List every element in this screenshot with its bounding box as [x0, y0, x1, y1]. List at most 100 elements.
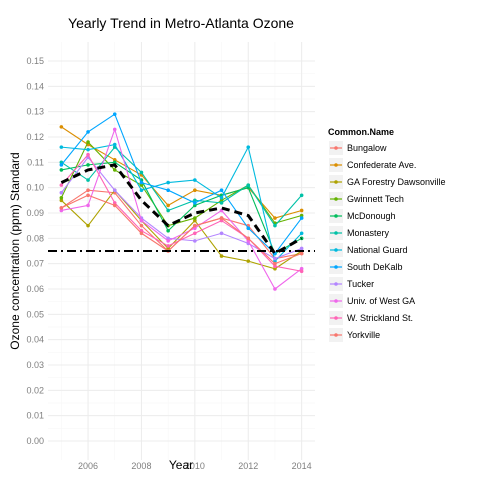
y-tick-label: 0.00	[26, 436, 44, 446]
data-point	[86, 147, 90, 152]
data-point	[112, 158, 117, 162]
data-point	[166, 244, 170, 248]
data-point	[166, 236, 170, 241]
data-point	[86, 193, 90, 198]
data-point	[299, 246, 304, 251]
data-point	[193, 178, 197, 182]
legend-label: GA Forestry Dawsonville	[347, 177, 446, 187]
data-point	[139, 188, 144, 192]
y-tick-label: 0.10	[26, 183, 44, 193]
y-tick-label: 0.08	[26, 233, 44, 243]
data-point	[273, 266, 277, 271]
data-point	[112, 203, 117, 208]
legend: Common.Name Bungalow Confederate Ave. GA F…	[328, 127, 446, 342]
y-tick-label: 0.04	[26, 335, 44, 345]
legend-key-point	[334, 282, 338, 286]
data-point	[112, 201, 117, 205]
data-point	[112, 127, 117, 132]
data-point	[59, 190, 64, 195]
data-point	[219, 254, 224, 258]
data-point	[299, 231, 304, 236]
y-tick-label: 0.06	[26, 284, 44, 294]
data-point	[86, 163, 90, 167]
data-point	[219, 231, 224, 236]
data-point	[86, 188, 90, 192]
legend-label: Monastery	[347, 228, 390, 238]
data-point	[112, 168, 117, 172]
data-point	[86, 203, 90, 208]
data-point	[246, 145, 251, 149]
series-line	[61, 143, 303, 263]
y-tick-label: 0.13	[26, 107, 44, 117]
legend-label: National Guard	[347, 245, 408, 255]
data-point	[139, 180, 144, 185]
data-point	[193, 226, 197, 230]
data-point	[193, 203, 197, 208]
data-point	[166, 246, 170, 251]
data-point	[193, 201, 197, 205]
y-tick-label: 0.02	[26, 385, 44, 395]
legend-label: South DeKalb	[347, 262, 403, 272]
y-tick-labels: 0.00 0.01 0.02 0.03 0.04 0.05 0.06 0.07 0.08 0.09…	[26, 56, 44, 446]
legend-key-point	[334, 231, 338, 235]
data-point	[299, 251, 304, 256]
data-point	[299, 208, 304, 213]
x-tick-label: 2012	[238, 461, 258, 471]
x-tick-label: 2006	[78, 461, 98, 471]
data-point	[299, 193, 304, 198]
legend-key-point	[334, 163, 338, 167]
data-point	[112, 188, 117, 192]
legend-label: McDonough	[347, 211, 396, 221]
data-point	[59, 145, 64, 149]
data-point	[219, 201, 224, 205]
data-point	[59, 168, 64, 172]
data-point	[299, 269, 304, 274]
legend-key-point	[334, 333, 338, 337]
data-point	[219, 216, 224, 220]
y-tick-label: 0.11	[27, 157, 44, 167]
legend-key-point	[334, 146, 338, 150]
x-tick-label: 2010	[185, 461, 205, 471]
y-tick-label: 0.14	[26, 81, 44, 91]
data-point	[246, 236, 251, 241]
data-point	[299, 213, 304, 218]
legend-label: Yorkville	[347, 330, 380, 340]
legend-label: Tucker	[347, 279, 374, 289]
reference-lines	[48, 163, 315, 256]
data-point	[299, 216, 304, 220]
data-point	[219, 218, 224, 223]
data-point	[59, 206, 64, 210]
y-axis-label: Ozone concentration (ppm) Standard	[8, 152, 22, 349]
data-point	[166, 239, 170, 243]
y-tick-label: 0.12	[26, 132, 44, 142]
legend-key-point	[334, 248, 338, 252]
legend-label: Confederate Ave.	[347, 160, 416, 170]
legend-label: Bungalow	[347, 143, 387, 153]
data-point	[246, 226, 251, 230]
data-point	[112, 112, 117, 116]
legend-key-point	[334, 316, 338, 320]
data-point	[59, 196, 64, 200]
y-tick-label: 0.03	[26, 360, 44, 370]
data-point	[86, 140, 90, 144]
data-point	[219, 188, 224, 192]
legend-key-point	[334, 214, 338, 218]
legend-label: Univ. of West GA	[347, 296, 415, 306]
data-point	[193, 239, 197, 243]
data-point	[273, 261, 277, 266]
legend-key-point	[334, 197, 338, 201]
legend-key-point	[334, 299, 338, 303]
y-tick-label: 0.07	[26, 259, 44, 269]
legend-title: Common.Name	[328, 127, 394, 137]
data-point	[59, 208, 64, 213]
data-point	[139, 223, 144, 228]
data-point	[219, 196, 224, 200]
chart-title: Yearly Trend in Metro-Atlanta Ozone	[68, 15, 294, 31]
data-point	[193, 231, 197, 236]
data-point	[166, 188, 170, 192]
data-point	[273, 223, 277, 228]
data-point	[166, 180, 170, 185]
data-point	[273, 259, 277, 263]
y-tick-label: 0.09	[26, 208, 44, 218]
